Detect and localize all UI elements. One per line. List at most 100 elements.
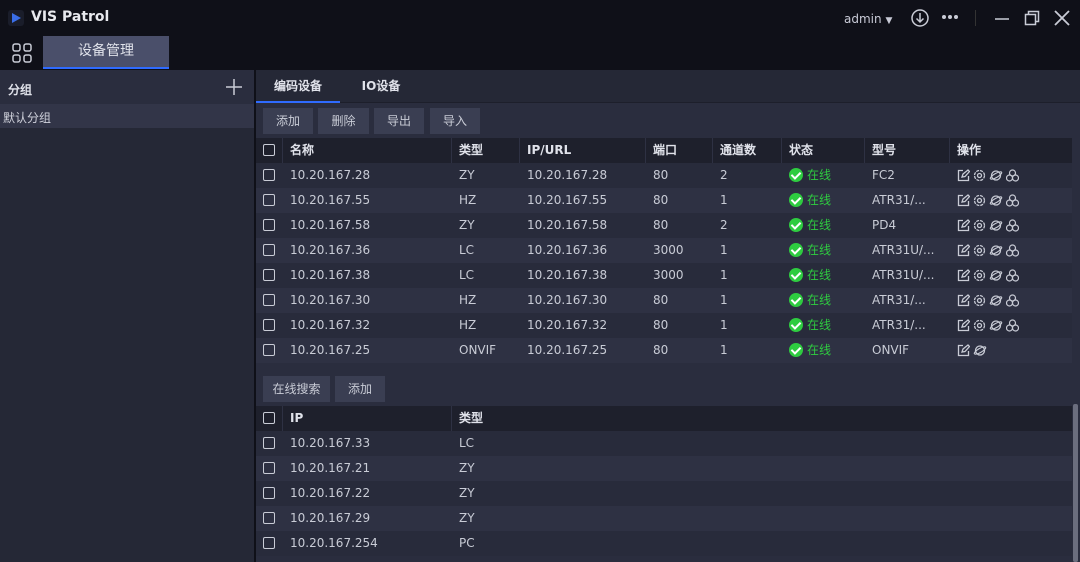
table-row[interactable]: 10.20.167.38 LC 10.20.167.38 3000 1 在线 ATR31U/… — [256, 263, 1072, 288]
cell: 10.20.167.28 — [290, 168, 371, 182]
check-circle-icon — [789, 243, 803, 257]
network-icon[interactable] — [989, 169, 1003, 182]
table-row[interactable]: 10.20.167.55 HZ 10.20.167.55 80 1 在线 ATR31/... — [256, 188, 1072, 213]
network-icon[interactable] — [989, 294, 1003, 307]
add-button[interactable]: 添加 — [263, 108, 313, 134]
status-badge: 在线 — [789, 188, 831, 213]
status-text: 在线 — [807, 193, 832, 207]
row-checkbox[interactable] — [263, 194, 275, 206]
settings-icon[interactable] — [973, 169, 986, 182]
table-row[interactable]: 10.20.167.30 HZ 10.20.167.30 80 1 在线 ATR31/... — [256, 288, 1072, 313]
minimize-icon[interactable] — [994, 10, 1010, 26]
channels-icon[interactable] — [1005, 269, 1020, 282]
model-cell: FC2 — [872, 168, 895, 182]
channels-icon[interactable] — [1005, 319, 1020, 332]
status-badge: 在线 — [789, 338, 831, 363]
edit-icon[interactable] — [957, 169, 971, 182]
group-header-label: 分组 — [8, 83, 33, 97]
row-checkbox[interactable] — [263, 462, 275, 474]
more-icon[interactable] — [941, 14, 959, 20]
delete-button[interactable]: 删除 — [318, 108, 369, 134]
restore-icon[interactable] — [1024, 10, 1040, 26]
edit-icon[interactable] — [957, 219, 971, 232]
column-header: 通道数 — [720, 143, 757, 157]
row-checkbox[interactable] — [263, 537, 275, 549]
status-text: 在线 — [807, 343, 832, 357]
table-row[interactable]: 10.20.167.32 HZ 10.20.167.32 80 1 在线 ATR31/... — [256, 313, 1072, 338]
channels-icon[interactable] — [1005, 244, 1020, 257]
network-icon[interactable] — [989, 319, 1003, 332]
check-circle-icon — [789, 318, 803, 332]
settings-icon[interactable] — [973, 269, 986, 282]
row-checkbox[interactable] — [263, 244, 275, 256]
network-icon[interactable] — [989, 269, 1003, 282]
app-logo-icon — [8, 10, 24, 26]
online-search-button[interactable]: 在线搜索 — [263, 376, 330, 402]
row-checkbox[interactable] — [263, 269, 275, 281]
row-checkbox[interactable] — [263, 319, 275, 331]
edit-icon[interactable] — [957, 319, 971, 332]
edit-icon[interactable] — [957, 269, 971, 282]
add-group-icon[interactable] — [225, 78, 243, 96]
row-checkbox[interactable] — [263, 487, 275, 499]
column-header: 型号 — [872, 143, 897, 157]
table-row[interactable]: 10.20.167.21 ZY — [256, 456, 1072, 481]
tab-device-management[interactable]: 设备管理 — [43, 36, 169, 69]
status-badge: 在线 — [789, 163, 831, 188]
apps-grid-icon[interactable] — [12, 43, 32, 63]
table-row[interactable]: 10.20.167.22 ZY — [256, 481, 1072, 506]
user-menu[interactable]: admin ▼ — [844, 12, 892, 26]
edit-icon[interactable] — [957, 244, 971, 257]
channels-icon[interactable] — [1005, 219, 1020, 232]
actions — [957, 238, 1022, 263]
export-button[interactable]: 导出 — [374, 108, 424, 134]
settings-icon[interactable] — [973, 244, 986, 257]
row-checkbox[interactable] — [263, 512, 275, 524]
edit-icon[interactable] — [957, 294, 971, 307]
table-row[interactable]: 10.20.167.25 ONVIF 10.20.167.25 80 1 在线 ONVIF — [256, 338, 1072, 363]
network-icon[interactable] — [989, 219, 1003, 232]
edit-icon[interactable] — [957, 344, 971, 357]
select-all-checkbox[interactable] — [263, 412, 275, 424]
select-all-checkbox[interactable] — [263, 144, 275, 156]
cell: 10.20.167.36 — [290, 243, 371, 257]
network-icon[interactable] — [989, 194, 1003, 207]
add-found-button[interactable]: 添加 — [335, 376, 385, 402]
row-checkbox[interactable] — [263, 219, 275, 231]
cell: 10.20.167.29 — [290, 511, 371, 525]
group-item-default[interactable]: 默认分组 — [0, 104, 254, 128]
cell: 80 — [653, 343, 669, 357]
model-cell: ONVIF — [872, 343, 910, 357]
tab-io-devices[interactable]: IO设备 — [361, 79, 401, 93]
import-button[interactable]: 导入 — [430, 108, 480, 134]
column-header: 操作 — [957, 143, 982, 157]
settings-icon[interactable] — [973, 194, 986, 207]
settings-icon[interactable] — [973, 294, 986, 307]
cell: 1 — [720, 193, 728, 207]
title-bar — [0, 0, 1080, 36]
row-checkbox[interactable] — [263, 437, 275, 449]
settings-icon[interactable] — [973, 219, 986, 232]
download-icon[interactable] — [910, 8, 930, 28]
table-row[interactable]: 10.20.167.58 ZY 10.20.167.58 80 2 在线 PD4 — [256, 213, 1072, 238]
channels-icon[interactable] — [1005, 169, 1020, 182]
table-row[interactable]: 10.20.167.254 PC — [256, 531, 1072, 556]
row-checkbox[interactable] — [263, 344, 275, 356]
channels-icon[interactable] — [1005, 294, 1020, 307]
network-icon[interactable] — [989, 244, 1003, 257]
settings-icon[interactable] — [973, 319, 986, 332]
scrollbar[interactable] — [1073, 404, 1078, 562]
channels-icon[interactable] — [1005, 194, 1020, 207]
row-checkbox[interactable] — [263, 169, 275, 181]
table-row[interactable]: 10.20.167.36 LC 10.20.167.36 3000 1 在线 ATR31U/… — [256, 238, 1072, 263]
table-row[interactable]: 10.20.167.33 LC — [256, 431, 1072, 456]
tab-encoder-devices[interactable]: 编码设备 — [256, 70, 340, 103]
table-row[interactable]: 10.20.167.28 ZY 10.20.167.28 80 2 在线 FC2 — [256, 163, 1072, 188]
row-checkbox[interactable] — [263, 294, 275, 306]
network-icon[interactable] — [973, 344, 987, 357]
cell: 10.20.167.254 — [290, 536, 378, 550]
status-text: 在线 — [807, 268, 832, 282]
close-icon[interactable] — [1053, 9, 1071, 27]
table-row[interactable]: 10.20.167.29 ZY — [256, 506, 1072, 531]
edit-icon[interactable] — [957, 194, 971, 207]
